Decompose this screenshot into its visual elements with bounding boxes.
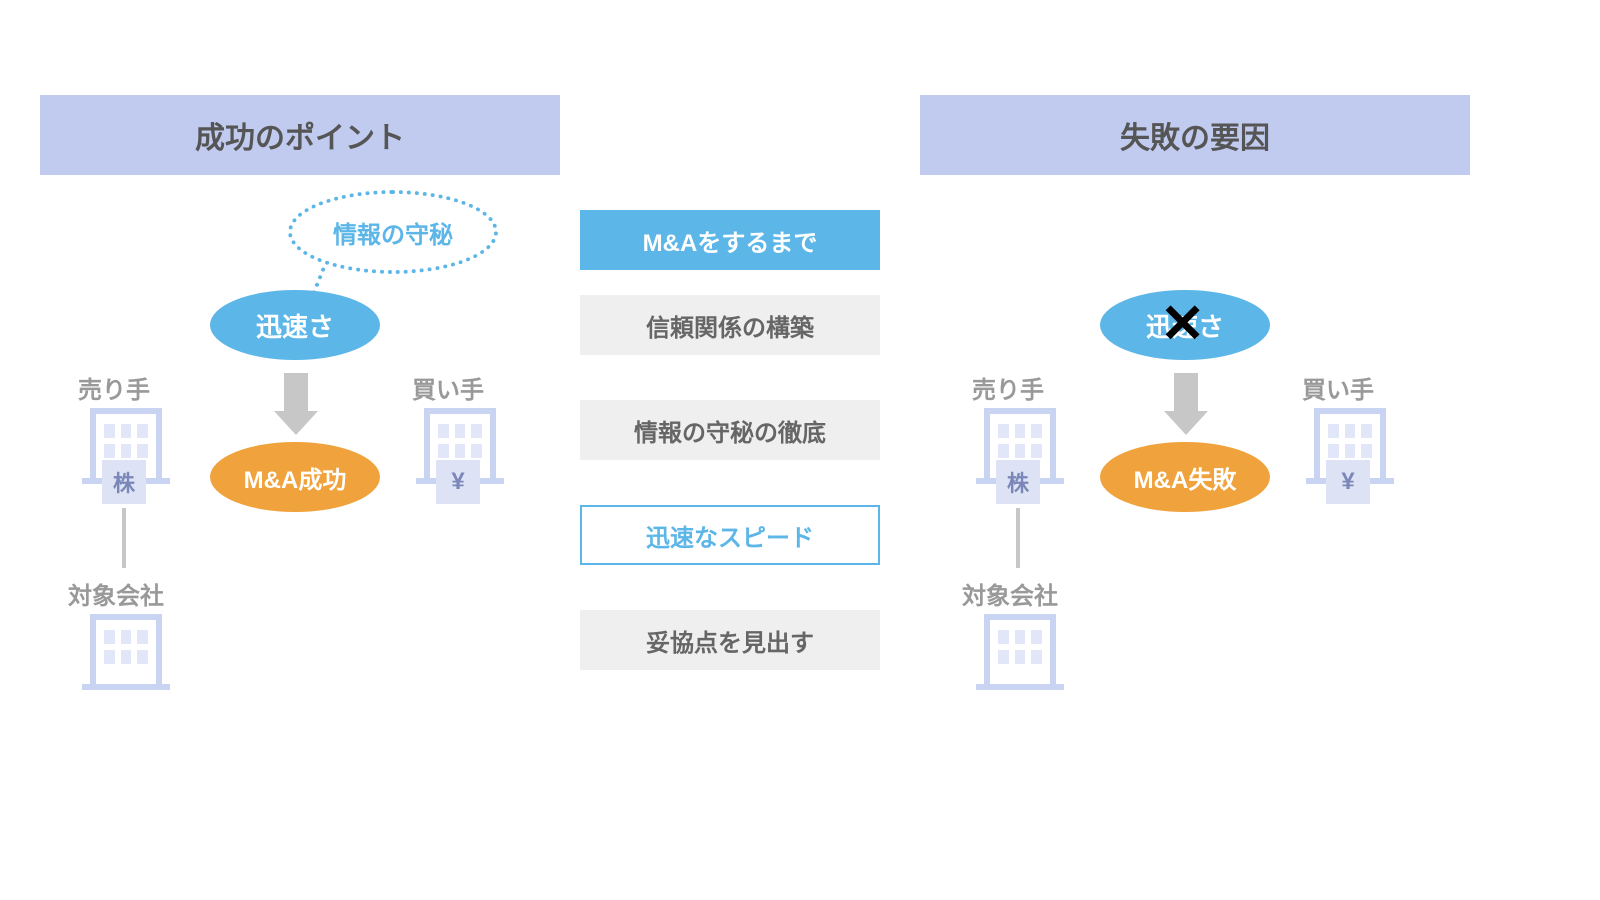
left-header-text: 成功のポイント bbox=[195, 113, 405, 157]
center-item-0: M&Aをするまで bbox=[580, 210, 880, 270]
left-yen-badge: ¥ bbox=[436, 460, 480, 504]
center-item-1-label: 信頼関係の構築 bbox=[646, 308, 814, 343]
left-bubble-text: 情報の守秘 bbox=[333, 215, 453, 250]
left-arrow-down-icon bbox=[284, 373, 308, 435]
center-item-0-label: M&Aをするまで bbox=[643, 223, 818, 258]
right-stock-badge: 株 bbox=[996, 460, 1040, 504]
left-buyer-label: 買い手 bbox=[412, 370, 484, 405]
left-outcome-ellipse: M&A成功 bbox=[210, 442, 380, 512]
left-outcome-text: M&A成功 bbox=[244, 460, 347, 495]
center-item-3-label: 迅速なスピード bbox=[646, 518, 814, 553]
right-target-building-icon bbox=[984, 614, 1056, 684]
right-seller-label: 売り手 bbox=[972, 370, 1044, 405]
left-target-label: 対象会社 bbox=[68, 576, 164, 611]
left-target-building-icon bbox=[90, 614, 162, 684]
right-yen-badge: ¥ bbox=[1326, 460, 1370, 504]
left-seller-label: 売り手 bbox=[78, 370, 150, 405]
left-seller-to-target-line bbox=[122, 508, 126, 568]
right-target-label: 対象会社 bbox=[962, 576, 1058, 611]
right-outcome-text: M&A失敗 bbox=[1134, 460, 1237, 495]
left-speed-ellipse: 迅速さ bbox=[210, 290, 380, 360]
right-outcome-ellipse: M&A失敗 bbox=[1100, 442, 1270, 512]
right-x-mark-icon: ✕ bbox=[1160, 297, 1205, 351]
right-arrow-down-icon bbox=[1174, 373, 1198, 435]
center-item-2-label: 情報の守秘の徹底 bbox=[634, 413, 826, 448]
right-seller-to-target-line bbox=[1016, 508, 1020, 568]
center-item-4-label: 妥協点を見出す bbox=[646, 623, 814, 658]
center-item-4: 妥協点を見出す bbox=[580, 610, 880, 670]
center-item-3: 迅速なスピード bbox=[580, 505, 880, 565]
left-header: 成功のポイント bbox=[40, 95, 560, 175]
right-header: 失敗の要因 bbox=[920, 95, 1470, 175]
left-speed-text: 迅速さ bbox=[256, 307, 334, 344]
left-confidentiality-bubble: 情報の守秘 bbox=[288, 190, 498, 274]
center-item-1: 信頼関係の構築 bbox=[580, 295, 880, 355]
left-stock-badge: 株 bbox=[102, 460, 146, 504]
center-item-2: 情報の守秘の徹底 bbox=[580, 400, 880, 460]
right-header-text: 失敗の要因 bbox=[1120, 113, 1270, 157]
right-buyer-label: 買い手 bbox=[1302, 370, 1374, 405]
